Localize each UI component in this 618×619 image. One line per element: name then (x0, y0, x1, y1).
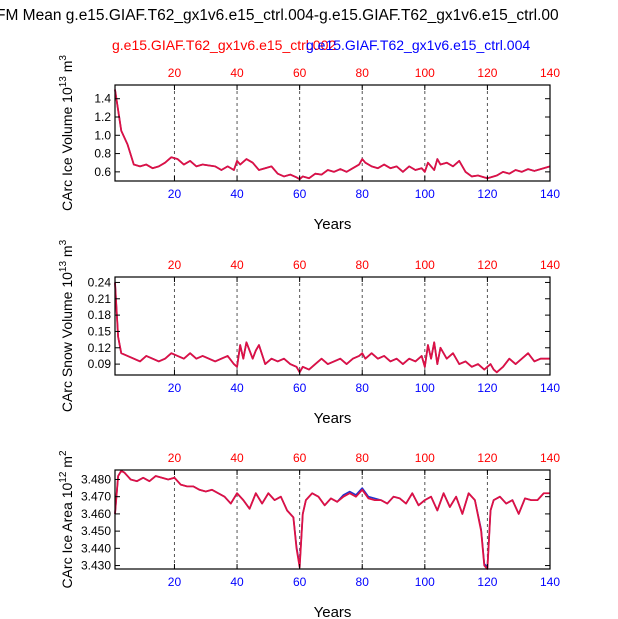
x-tick-label-bottom: 40 (230, 187, 244, 201)
x-axis-label: Years (314, 604, 352, 619)
x-tick-label-top: 60 (293, 451, 307, 465)
x-tick-label-bottom: 20 (168, 381, 182, 395)
y-tick-label: 1.4 (94, 92, 111, 106)
x-tick-label-top: 40 (230, 66, 244, 80)
y-axis-label: CArc Snow Volume 1013​ m3​ (58, 239, 75, 412)
series-line-red (114, 89, 551, 181)
x-tick-label-bottom: 80 (356, 381, 370, 395)
plot-frame (114, 276, 551, 376)
x-tick-label-bottom: 20 (168, 187, 182, 201)
x-tick-label-bottom: 120 (477, 381, 497, 395)
y-tick-label: 3.470 (81, 490, 111, 504)
y-tick-label: 1.0 (94, 128, 111, 142)
plot-frame (114, 84, 551, 182)
x-tick-label-bottom: 120 (477, 187, 497, 201)
y-tick-label: 0.15 (88, 324, 112, 338)
x-tick-label-top: 100 (415, 66, 435, 80)
x-tick-label-top: 20 (168, 451, 182, 465)
x-tick-label-top: 100 (415, 258, 435, 272)
x-tick-label-top: 120 (477, 258, 497, 272)
chart-panel-ice-volume: 20 20 40 40 60 60 80 80 100 100 120 120 140 140 0.6 0.8… (58, 55, 560, 233)
panels: 20 20 40 40 60 60 80 80 100 100 120 120 140 140 0.6 0.8… (58, 55, 560, 619)
x-tick-label-bottom: 120 (477, 575, 497, 589)
x-tick-label-top: 60 (293, 258, 307, 272)
x-tick-label-top: 120 (477, 66, 497, 80)
x-tick-label-top: 20 (168, 66, 182, 80)
y-tick-label: 3.480 (81, 472, 111, 486)
x-tick-label-bottom: 140 (540, 381, 560, 395)
y-axis-label: CArc Ice Area 1012​ m2​ (58, 450, 75, 589)
x-tick-label-top: 100 (415, 451, 435, 465)
x-tick-label-top: 120 (477, 451, 497, 465)
chart-panel-snow-volume: 20 20 40 40 60 60 80 80 100 100 120 120 140 140 0.09 0.… (58, 239, 560, 427)
series-line-red (114, 469, 550, 570)
x-tick-label-bottom: 60 (293, 575, 307, 589)
x-tick-label-top: 60 (293, 66, 307, 80)
x-tick-label-bottom: 20 (168, 575, 182, 589)
x-tick-label-top: 80 (356, 451, 370, 465)
x-tick-label-bottom: 100 (415, 575, 435, 589)
y-tick-label: 0.6 (94, 165, 111, 179)
x-tick-label-bottom: 60 (293, 187, 307, 201)
y-tick-label: 0.18 (88, 308, 112, 322)
x-tick-label-top: 20 (168, 258, 182, 272)
legend-red-label: g.e15.GIAF.T62_gx1v6.e15_ctrl.002 (112, 37, 336, 53)
y-tick-label: 0.8 (94, 147, 111, 161)
series-line-blue (114, 282, 550, 374)
figure-title: FM Mean g.e15.GIAF.T62_gx1v6.e15_ctrl.00… (0, 7, 559, 24)
x-tick-label-top: 140 (540, 258, 560, 272)
legend-blue-label: g.e15.GIAF.T62_gx1v6.e15_ctrl.004 (306, 37, 530, 53)
x-tick-label-top: 80 (356, 258, 370, 272)
plot-frame (114, 469, 551, 570)
x-tick-label-bottom: 40 (230, 381, 244, 395)
x-tick-label-bottom: 80 (356, 187, 370, 201)
x-tick-label-top: 40 (230, 451, 244, 465)
y-tick-label: 0.24 (88, 275, 112, 289)
y-axis-label: CArc Ice Volume 1013​ m3​ (58, 55, 75, 211)
x-tick-label-top: 40 (230, 258, 244, 272)
x-tick-label-top: 140 (540, 451, 560, 465)
y-tick-label: 3.450 (81, 524, 111, 538)
x-tick-label-bottom: 80 (356, 575, 370, 589)
x-tick-label-top: 140 (540, 66, 560, 80)
y-tick-label: 0.09 (88, 357, 112, 371)
x-axis-label: Years (314, 216, 352, 233)
series-line-blue (114, 89, 551, 180)
y-tick-label: 0.21 (88, 292, 112, 306)
x-tick-label-top: 80 (356, 66, 370, 80)
x-tick-label-bottom: 100 (415, 187, 435, 201)
legend: g.e15.GIAF.T62_gx1v6.e15_ctrl.002 g.e15.… (112, 37, 530, 53)
x-tick-label-bottom: 100 (415, 381, 435, 395)
x-axis-label: Years (314, 410, 352, 427)
x-tick-label-bottom: 60 (293, 381, 307, 395)
chart-panel-ice-area: 20 20 40 40 60 60 80 80 100 100 120 120 140 140 3.430 3… (58, 450, 560, 619)
x-tick-label-bottom: 40 (230, 575, 244, 589)
y-tick-label: 3.430 (81, 559, 111, 573)
y-tick-label: 3.460 (81, 507, 111, 521)
x-tick-label-bottom: 140 (540, 575, 560, 589)
x-tick-label-bottom: 140 (540, 187, 560, 201)
y-tick-label: 0.12 (88, 341, 112, 355)
y-tick-label: 3.440 (81, 541, 111, 555)
y-tick-label: 1.2 (94, 110, 111, 124)
series-line-red (114, 282, 550, 374)
